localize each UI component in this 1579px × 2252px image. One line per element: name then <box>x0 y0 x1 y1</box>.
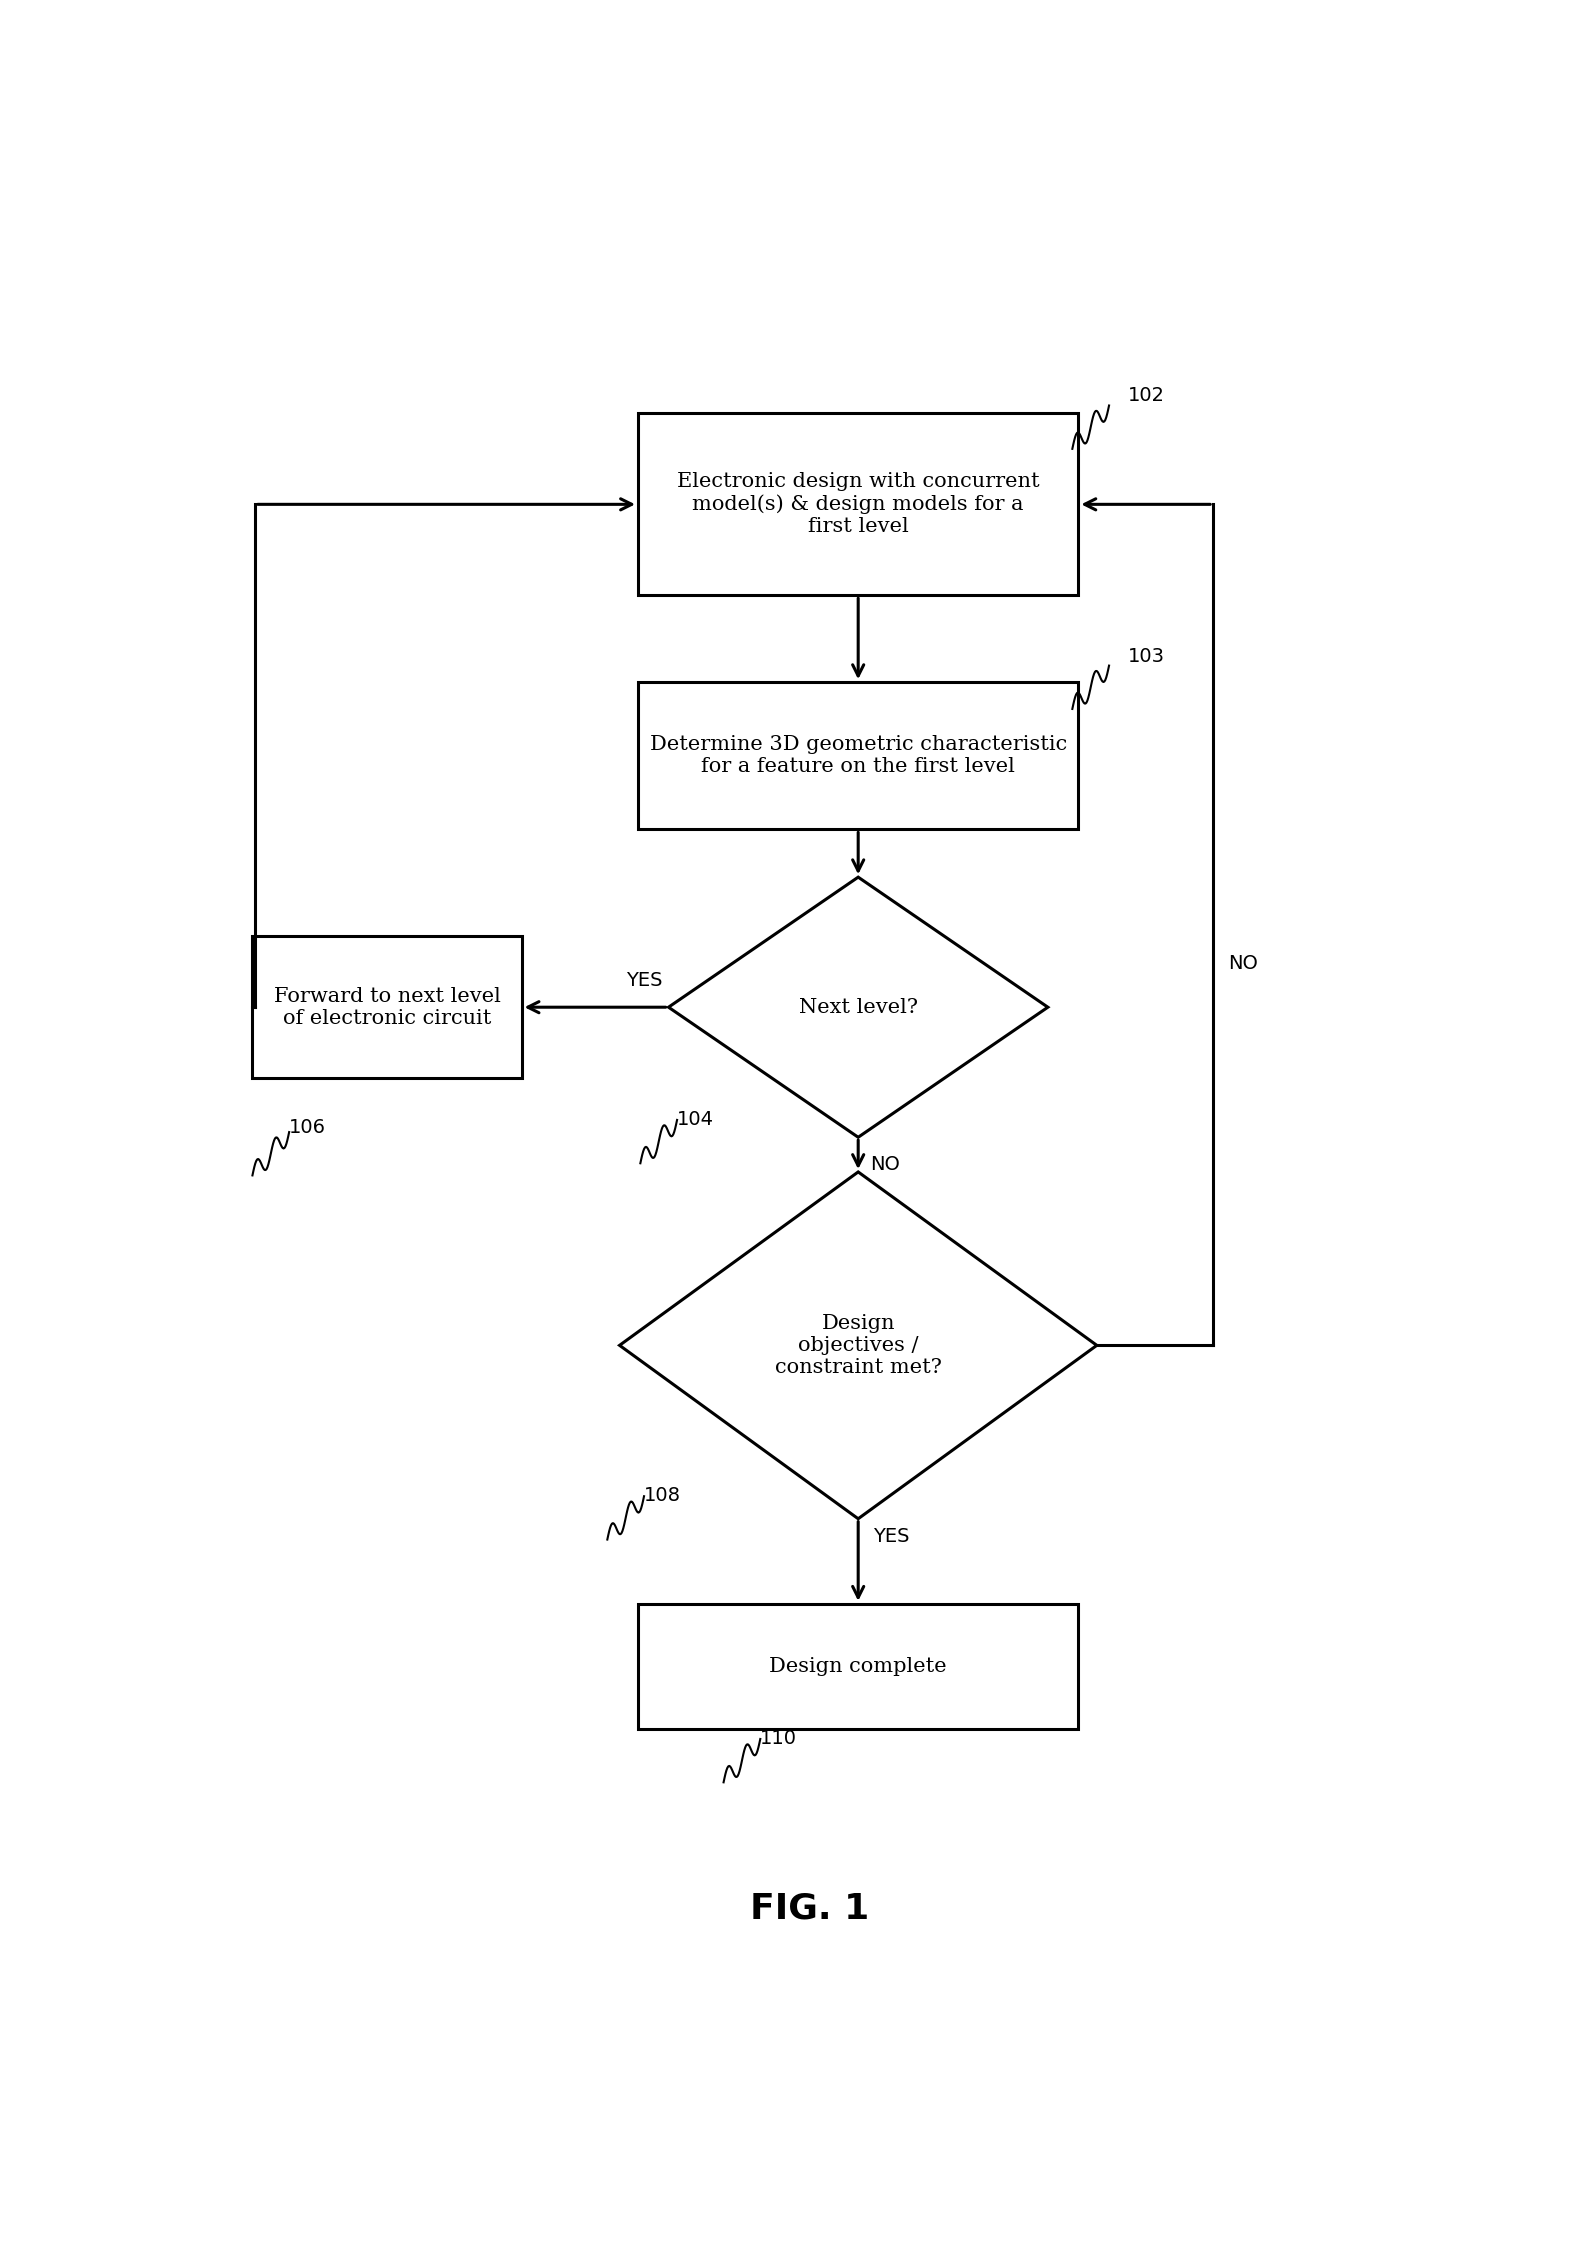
Text: Determine 3D geometric characteristic
for a feature on the first level: Determine 3D geometric characteristic fo… <box>649 734 1067 777</box>
Text: 104: 104 <box>677 1110 714 1128</box>
Text: YES: YES <box>625 971 663 991</box>
Text: Next level?: Next level? <box>799 998 917 1016</box>
Bar <box>253 937 521 1079</box>
Bar <box>638 682 1078 829</box>
Text: FIG. 1: FIG. 1 <box>750 1892 868 1925</box>
Text: NO: NO <box>1228 955 1257 973</box>
Bar <box>638 414 1078 595</box>
Text: 110: 110 <box>761 1730 797 1748</box>
Polygon shape <box>619 1171 1097 1518</box>
Bar <box>638 1603 1078 1730</box>
Text: NO: NO <box>870 1155 900 1173</box>
Text: Design complete: Design complete <box>769 1657 947 1675</box>
Text: YES: YES <box>873 1527 910 1547</box>
Text: 108: 108 <box>644 1486 681 1504</box>
Text: Forward to next level
of electronic circuit: Forward to next level of electronic circ… <box>273 986 501 1027</box>
Text: 102: 102 <box>1127 387 1164 405</box>
Text: 106: 106 <box>289 1119 327 1137</box>
Text: Design
objectives /
constraint met?: Design objectives / constraint met? <box>775 1313 941 1376</box>
Text: 103: 103 <box>1127 646 1164 667</box>
Polygon shape <box>668 878 1048 1137</box>
Text: Electronic design with concurrent
model(s) & design models for a
first level: Electronic design with concurrent model(… <box>677 473 1039 536</box>
